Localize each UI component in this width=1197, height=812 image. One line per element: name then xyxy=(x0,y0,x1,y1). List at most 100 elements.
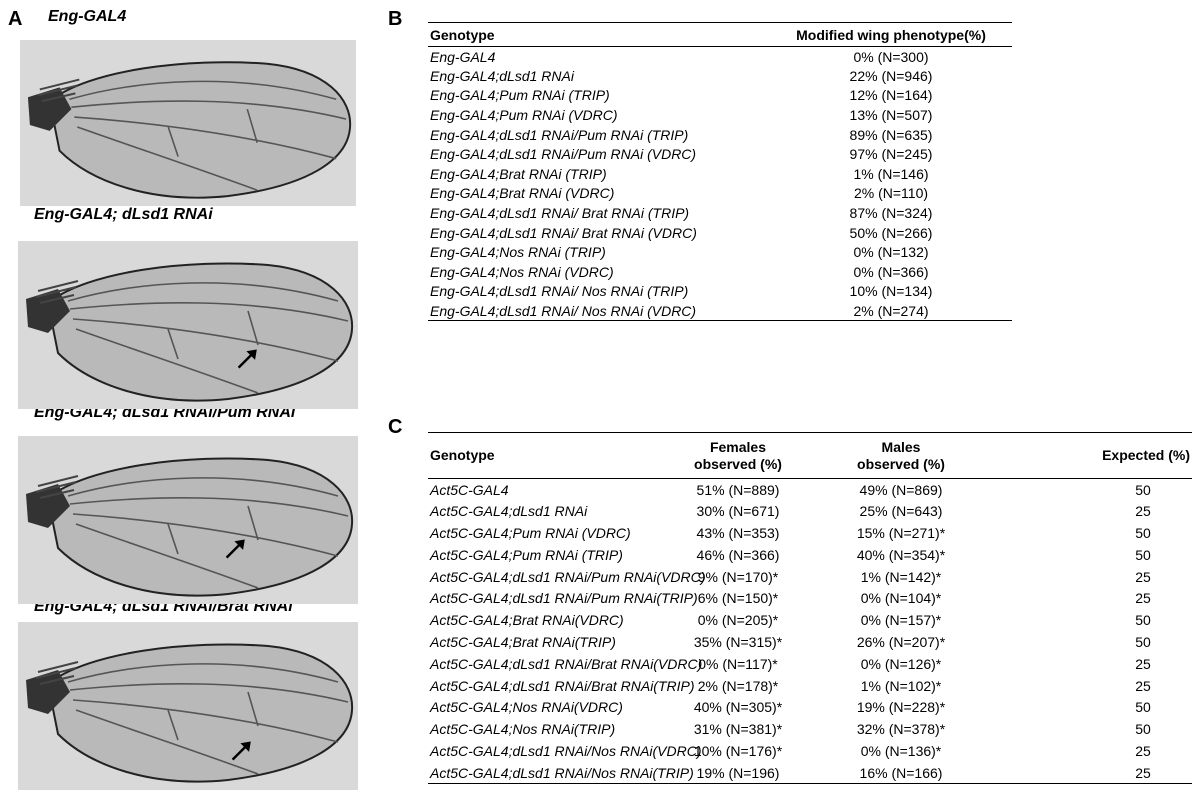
phenotype-table: Genotype Modified wing phenotype(%) Eng-… xyxy=(428,22,1012,321)
table-row: Act5C-GAL4;Nos RNAi(VDRC)40% (N=305)*19%… xyxy=(428,696,1192,718)
value-cell: 50 xyxy=(996,696,1192,718)
value-cell: 50 xyxy=(996,631,1192,653)
genotype-cell: Eng-GAL4;Nos RNAi (TRIP) xyxy=(428,242,770,262)
value-cell: 2% (N=110) xyxy=(770,184,1012,204)
value-cell: 40% (N=305)* xyxy=(670,696,806,718)
value-cell: 25 xyxy=(996,675,1192,697)
header-row: Genotype Modified wing phenotype(%) xyxy=(428,23,1012,47)
table-row: Act5C-GAL4;Brat RNAi(VDRC)0% (N=205)*0% … xyxy=(428,609,1192,631)
table-row: Eng-GAL4;Pum RNAi (VDRC)13% (N=507) xyxy=(428,105,1012,125)
table-row: Eng-GAL4;Nos RNAi (TRIP)0% (N=132) xyxy=(428,242,1012,262)
genotype-cell: Act5C-GAL4;Nos RNAi(TRIP) xyxy=(428,718,670,740)
value-cell: 89% (N=635) xyxy=(770,125,1012,145)
genotype-cell: Act5C-GAL4;dLsd1 RNAi/Brat RNAi(TRIP) xyxy=(428,675,670,697)
table-row: Act5C-GAL4;dLsd1 RNAi/Brat RNAi(TRIP)2% … xyxy=(428,675,1192,697)
panel-label: A xyxy=(8,8,22,31)
wing-image xyxy=(18,622,358,790)
value-cell: 0% (N=104)* xyxy=(806,587,996,609)
panel-label: B xyxy=(388,8,402,31)
value-cell: 0% (N=136)* xyxy=(806,740,996,762)
value-cell: 16% (N=166) xyxy=(806,762,996,784)
value-cell: 50 xyxy=(996,609,1192,631)
value-cell: 49% (N=869) xyxy=(806,479,996,501)
genotype-cell: Act5C-GAL4;Nos RNAi(VDRC) xyxy=(428,696,670,718)
value-cell: 25 xyxy=(996,762,1192,784)
value-cell: 40% (N=354)* xyxy=(806,544,996,566)
value-cell: 30% (N=671) xyxy=(670,500,806,522)
table-row: Eng-GAL4;dLsd1 RNAi/ Nos RNAi (TRIP)10% … xyxy=(428,282,1012,302)
column-header: Modified wing phenotype(%) xyxy=(770,23,1012,47)
column-header: Genotype xyxy=(428,433,670,479)
genotype-cell: Act5C-GAL4;Pum RNAi (VDRC) xyxy=(428,522,670,544)
genotype-cell: Act5C-GAL4;dLsd1 RNAi/Nos RNAi(VDRC) xyxy=(428,740,670,762)
wing-image xyxy=(18,432,358,608)
wing-image xyxy=(18,40,358,206)
value-cell: 32% (N=378)* xyxy=(806,718,996,740)
value-cell: 13% (N=507) xyxy=(770,105,1012,125)
value-cell: 50 xyxy=(996,522,1192,544)
figure: A B C Eng-GAL4 Eng-GAL4; dLsd1 RNAi Eng-… xyxy=(0,0,1197,812)
value-cell: 50 xyxy=(996,544,1192,566)
genotype-cell: Eng-GAL4;Nos RNAi (VDRC) xyxy=(428,262,770,282)
column-header: Genotype xyxy=(428,23,770,47)
table-row: Eng-GAL4;dLsd1 RNAi/Pum RNAi (VDRC)97% (… xyxy=(428,144,1012,164)
table-row: Eng-GAL4;dLsd1 RNAi/ Brat RNAi (VDRC)50%… xyxy=(428,223,1012,243)
table-row: Eng-GAL4;Nos RNAi (VDRC)0% (N=366) xyxy=(428,262,1012,282)
genotype-cell: Act5C-GAL4;Pum RNAi (TRIP) xyxy=(428,544,670,566)
table-row: Act5C-GAL4;dLsd1 RNAi/Nos RNAi(TRIP)19% … xyxy=(428,762,1192,784)
genotype-cell: Eng-GAL4;Brat RNAi (TRIP) xyxy=(428,164,770,184)
value-cell: 1% (N=142)* xyxy=(806,566,996,588)
value-cell: 1% (N=102)* xyxy=(806,675,996,697)
table-row: Act5C-GAL4;dLsd1 RNAi/Brat RNAi(VDRC) 0% … xyxy=(428,653,1192,675)
table-row: Eng-GAL4;dLsd1 RNAi/ Nos RNAi (VDRC)2% (… xyxy=(428,301,1012,321)
table-row: Eng-GAL4;dLsd1 RNAi22% (N=946) xyxy=(428,66,1012,86)
genotype-cell: Eng-GAL4 xyxy=(428,47,770,67)
value-cell: 87% (N=324) xyxy=(770,203,1012,223)
value-cell: 26% (N=207)* xyxy=(806,631,996,653)
table-row: Eng-GAL4;Brat RNAi (TRIP)1% (N=146) xyxy=(428,164,1012,184)
genotype-cell: Eng-GAL4;dLsd1 RNAi/Pum RNAi (VDRC) xyxy=(428,144,770,164)
column-header: Males observed (%) xyxy=(806,433,996,479)
value-cell: 50% (N=266) xyxy=(770,223,1012,243)
value-cell: 50 xyxy=(996,479,1192,501)
header-row: Genotype Females observed (%) Males obse… xyxy=(428,433,1192,479)
table-row: Eng-GAL4;Brat RNAi (VDRC)2% (N=110) xyxy=(428,184,1012,204)
value-cell: 2% (N=274) xyxy=(770,301,1012,321)
value-cell: 25% (N=643) xyxy=(806,500,996,522)
column-header: Females observed (%) xyxy=(670,433,806,479)
value-cell: 0% (N=157)* xyxy=(806,609,996,631)
genotype-cell: Act5C-GAL4;dLsd1 RNAi/Brat RNAi(VDRC) xyxy=(428,653,670,675)
panel-label: C xyxy=(388,416,402,439)
value-cell: 22% (N=946) xyxy=(770,66,1012,86)
wing-caption: Eng-GAL4 xyxy=(48,8,126,26)
value-cell: 0% (N=126)* xyxy=(806,653,996,675)
genotype-cell: Eng-GAL4;dLsd1 RNAi/ Nos RNAi (VDRC) xyxy=(428,301,770,321)
value-cell: 46% (N=366) xyxy=(670,544,806,566)
genotype-cell: Eng-GAL4;dLsd1 RNAi/ Nos RNAi (TRIP) xyxy=(428,282,770,302)
value-cell: 1% (N=146) xyxy=(770,164,1012,184)
genotype-cell: Act5C-GAL4;dLsd1 RNAi xyxy=(428,500,670,522)
table-row: Act5C-GAL4;Pum RNAi (TRIP)46% (N=366)40%… xyxy=(428,544,1192,566)
value-cell: 31% (N=381)* xyxy=(670,718,806,740)
genotype-cell: Eng-GAL4;Pum RNAi (TRIP) xyxy=(428,86,770,106)
wing-caption: Eng-GAL4; dLsd1 RNAi xyxy=(34,206,213,224)
value-cell: 0% (N=132) xyxy=(770,242,1012,262)
value-cell: 0% (N=366) xyxy=(770,262,1012,282)
column-header: Expected (%) xyxy=(996,433,1192,479)
table-row: Act5C-GAL4;Brat RNAi(TRIP)35% (N=315)*26… xyxy=(428,631,1192,653)
genotype-cell: Eng-GAL4;dLsd1 RNAi/Pum RNAi (TRIP) xyxy=(428,125,770,145)
value-cell: 43% (N=353) xyxy=(670,522,806,544)
value-cell: 25 xyxy=(996,500,1192,522)
genotype-cell: Act5C-GAL4;dLsd1 RNAi/Pum RNAi(VDRC) xyxy=(428,566,670,588)
value-cell: 51% (N=889) xyxy=(670,479,806,501)
table-row: Act5C-GAL4;dLsd1 RNAi/Pum RNAi(TRIP)6% (… xyxy=(428,587,1192,609)
genotype-cell: Act5C-GAL4;dLsd1 RNAi/Pum RNAi(TRIP) xyxy=(428,587,670,609)
value-cell: 12% (N=164) xyxy=(770,86,1012,106)
genotype-cell: Act5C-GAL4;Brat RNAi(TRIP) xyxy=(428,631,670,653)
genotype-cell: Act5C-GAL4;dLsd1 RNAi/Nos RNAi(TRIP) xyxy=(428,762,670,784)
value-cell: 97% (N=245) xyxy=(770,144,1012,164)
value-cell: 0% (N=300) xyxy=(770,47,1012,67)
